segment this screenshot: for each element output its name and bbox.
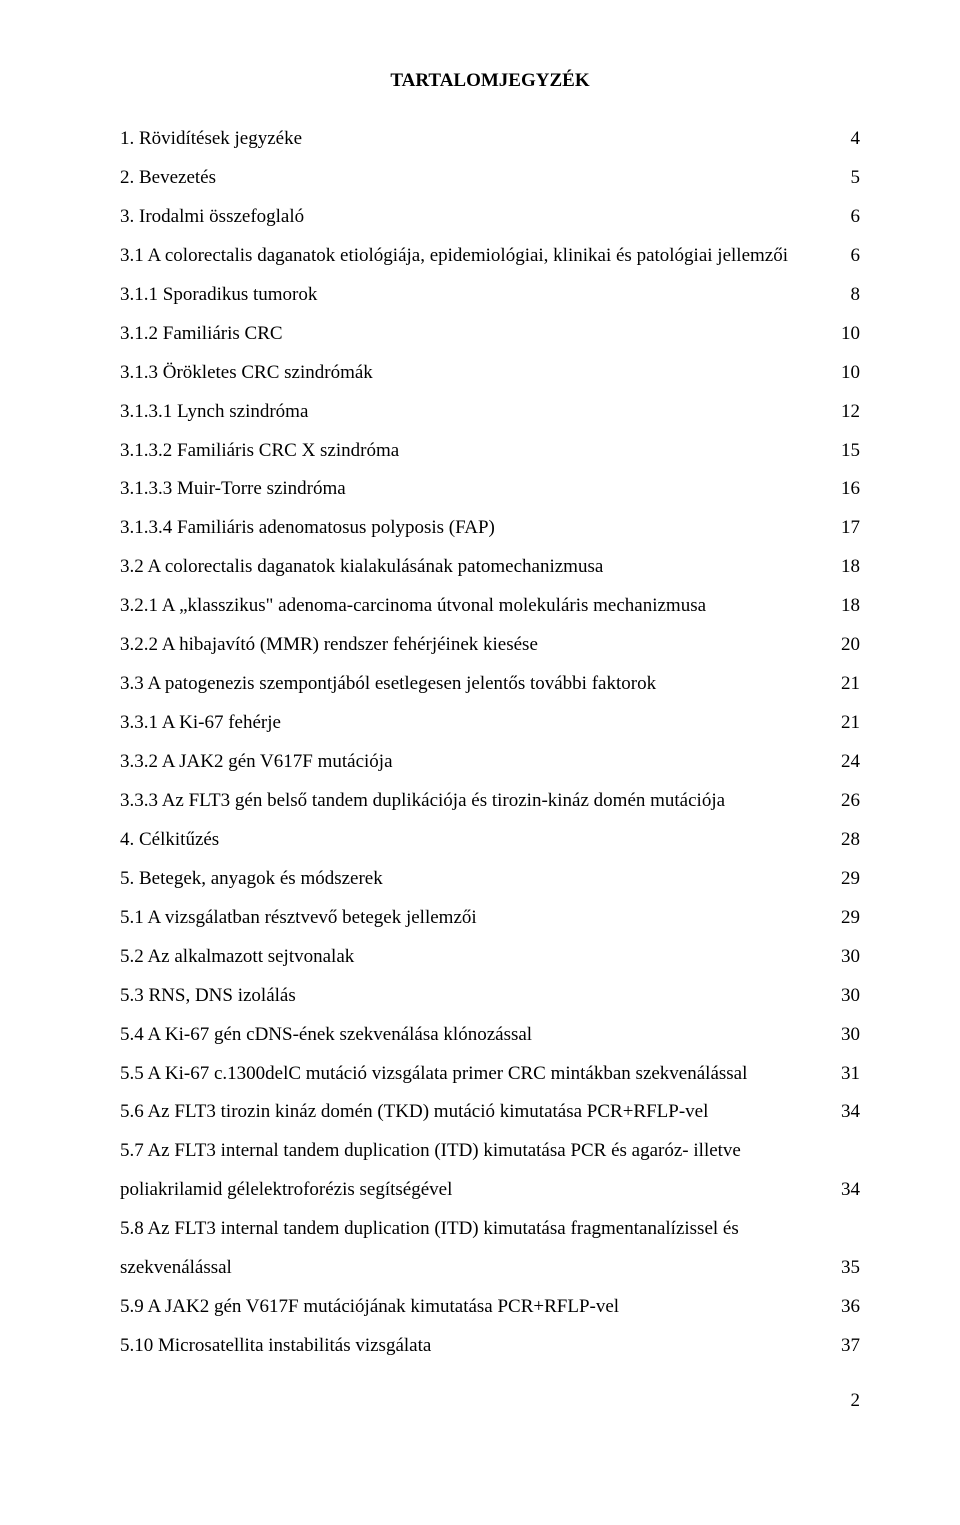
toc-entry-text: 4. Célkitűzés <box>120 821 219 860</box>
toc-entry-page: 30 <box>841 1016 860 1055</box>
toc-entry-page: 29 <box>841 860 860 899</box>
toc-entry-page: 24 <box>841 743 860 782</box>
toc-entry-text: 3.2.2 A hibajavító (MMR) rendszer fehérj… <box>120 626 538 665</box>
toc-entry-page: 6 <box>851 198 861 237</box>
toc-entry-page: 36 <box>841 1288 860 1327</box>
toc-entry-page: 37 <box>841 1327 860 1366</box>
toc-entry-page: 5 <box>851 159 861 198</box>
toc-entry-text: 5.8 Az FLT3 internal tandem duplication … <box>120 1218 739 1239</box>
toc-entry-continuation: poliakrilamid gélelektroforézis segítség… <box>120 1171 860 1210</box>
toc-entry-page: 21 <box>841 704 860 743</box>
toc-entry-text: szekvenálással <box>120 1249 232 1288</box>
toc-entry: 5. Betegek, anyagok és módszerek 29 <box>120 860 860 899</box>
toc-entry-continuation: szekvenálással 35 <box>120 1249 860 1288</box>
toc-entry-text: 3.1.3 Örökletes CRC szindrómák <box>120 354 373 393</box>
toc-entry-text: 5.6 Az FLT3 tirozin kináz domén (TKD) mu… <box>120 1093 708 1132</box>
toc-list: 1. Rövidítések jegyzéke 42. Bevezetés 53… <box>120 120 860 1366</box>
toc-entry-page: 10 <box>841 354 860 393</box>
toc-entry-page: 16 <box>841 470 860 509</box>
toc-entry: 3.1 A colorectalis daganatok etiológiája… <box>120 237 860 276</box>
toc-entry: 3.3.3 Az FLT3 gén belső tandem duplikáci… <box>120 782 860 821</box>
toc-entry-text: 3.1.3.1 Lynch szindróma <box>120 393 308 432</box>
toc-entry-text: 5.3 RNS, DNS izolálás <box>120 977 296 1016</box>
toc-entry-text: 3.2.1 A „klasszikus" adenoma-carcinoma ú… <box>120 587 706 626</box>
toc-entry: 5.9 A JAK2 gén V617F mutációjának kimuta… <box>120 1288 860 1327</box>
toc-entry: 3.3.1 A Ki-67 fehérje 21 <box>120 704 860 743</box>
toc-entry-page: 18 <box>841 548 860 587</box>
toc-entry-text: 3.1.1 Sporadikus tumorok <box>120 276 317 315</box>
toc-entry-page: 30 <box>841 938 860 977</box>
toc-entry-text: 3.1.3.2 Familiáris CRC X szindróma <box>120 432 399 471</box>
toc-entry-page: 21 <box>841 665 860 704</box>
toc-entry-text: poliakrilamid gélelektroforézis segítség… <box>120 1171 452 1210</box>
toc-entry-page: 18 <box>841 587 860 626</box>
toc-entry-text: 3.2 A colorectalis daganatok kialakulásá… <box>120 548 603 587</box>
toc-entry: 3.2.2 A hibajavító (MMR) rendszer fehérj… <box>120 626 860 665</box>
toc-entry: 5.6 Az FLT3 tirozin kináz domén (TKD) mu… <box>120 1093 860 1132</box>
toc-entry-text: 3.1 A colorectalis daganatok etiológiája… <box>120 237 788 276</box>
toc-entry: 5.8 Az FLT3 internal tandem duplication … <box>120 1210 860 1249</box>
toc-entry-page: 6 <box>851 237 861 276</box>
toc-entry-page: 12 <box>841 393 860 432</box>
toc-entry: 5.1 A vizsgálatban résztvevő betegek jel… <box>120 899 860 938</box>
toc-entry-page: 28 <box>841 821 860 860</box>
toc-entry: 3.1.2 Familiáris CRC 10 <box>120 315 860 354</box>
toc-entry: 5.7 Az FLT3 internal tandem duplication … <box>120 1132 860 1171</box>
document-page: TARTALOMJEGYZÉK 1. Rövidítések jegyzéke … <box>0 0 960 1452</box>
toc-entry: 3.1.3.2 Familiáris CRC X szindróma 15 <box>120 432 860 471</box>
toc-entry: 4. Célkitűzés 28 <box>120 821 860 860</box>
toc-entry-page: 15 <box>841 432 860 471</box>
toc-entry-text: 1. Rövidítések jegyzéke <box>120 120 302 159</box>
toc-entry: 3. Irodalmi összefoglaló 6 <box>120 198 860 237</box>
page-number: 2 <box>120 1390 860 1412</box>
toc-title: TARTALOMJEGYZÉK <box>120 70 860 92</box>
toc-entry-text: 3.1.2 Familiáris CRC <box>120 315 283 354</box>
toc-entry-text: 3.1.3.3 Muir-Torre szindróma <box>120 470 346 509</box>
toc-entry: 5.10 Microsatellita instabilitás vizsgál… <box>120 1327 860 1366</box>
toc-entry: 3.1.3 Örökletes CRC szindrómák 10 <box>120 354 860 393</box>
toc-entry-text: 5.5 A Ki-67 c.1300delC mutáció vizsgálat… <box>120 1055 747 1094</box>
toc-entry-text: 3. Irodalmi összefoglaló <box>120 198 304 237</box>
toc-entry-page: 20 <box>841 626 860 665</box>
toc-entry: 1. Rövidítések jegyzéke 4 <box>120 120 860 159</box>
toc-entry-text: 3.3.3 Az FLT3 gén belső tandem duplikáci… <box>120 782 725 821</box>
toc-entry: 5.2 Az alkalmazott sejtvonalak 30 <box>120 938 860 977</box>
toc-entry: 3.3.2 A JAK2 gén V617F mutációja 24 <box>120 743 860 782</box>
toc-entry-page: 26 <box>841 782 860 821</box>
toc-entry-text: 5.4 A Ki-67 gén cDNS-ének szekvenálása k… <box>120 1016 532 1055</box>
toc-entry-text: 3.3 A patogenezis szempontjából esetlege… <box>120 665 656 704</box>
toc-entry-text: 5.1 A vizsgálatban résztvevő betegek jel… <box>120 899 477 938</box>
toc-entry-text: 5. Betegek, anyagok és módszerek <box>120 860 383 899</box>
toc-entry: 3.1.1 Sporadikus tumorok 8 <box>120 276 860 315</box>
toc-entry-text: 2. Bevezetés <box>120 159 216 198</box>
toc-entry-page: 4 <box>851 120 861 159</box>
toc-entry-page: 30 <box>841 977 860 1016</box>
toc-entry: 5.5 A Ki-67 c.1300delC mutáció vizsgálat… <box>120 1055 860 1094</box>
toc-entry-page: 35 <box>841 1249 860 1288</box>
toc-entry-text: 5.10 Microsatellita instabilitás vizsgál… <box>120 1327 431 1366</box>
toc-entry-text: 5.9 A JAK2 gén V617F mutációjának kimuta… <box>120 1288 619 1327</box>
toc-entry: 3.1.3.4 Familiáris adenomatosus polyposi… <box>120 509 860 548</box>
toc-entry-page: 34 <box>841 1093 860 1132</box>
toc-entry-text: 3.3.2 A JAK2 gén V617F mutációja <box>120 743 393 782</box>
toc-entry-page: 8 <box>851 276 861 315</box>
toc-entry-text: 3.1.3.4 Familiáris adenomatosus polyposi… <box>120 509 495 548</box>
toc-entry: 3.3 A patogenezis szempontjából esetlege… <box>120 665 860 704</box>
toc-entry: 5.3 RNS, DNS izolálás 30 <box>120 977 860 1016</box>
toc-entry: 2. Bevezetés 5 <box>120 159 860 198</box>
toc-entry: 3.1.3.1 Lynch szindróma 12 <box>120 393 860 432</box>
toc-entry-page: 31 <box>841 1055 860 1094</box>
toc-entry-text: 5.2 Az alkalmazott sejtvonalak <box>120 938 354 977</box>
toc-entry: 5.4 A Ki-67 gén cDNS-ének szekvenálása k… <box>120 1016 860 1055</box>
toc-entry-page: 34 <box>841 1171 860 1210</box>
toc-entry: 3.2 A colorectalis daganatok kialakulásá… <box>120 548 860 587</box>
toc-entry-page: 29 <box>841 899 860 938</box>
toc-entry: 3.1.3.3 Muir-Torre szindróma 16 <box>120 470 860 509</box>
toc-entry-text: 3.3.1 A Ki-67 fehérje <box>120 704 281 743</box>
toc-entry: 3.2.1 A „klasszikus" adenoma-carcinoma ú… <box>120 587 860 626</box>
toc-entry-page: 10 <box>841 315 860 354</box>
toc-entry-text: 5.7 Az FLT3 internal tandem duplication … <box>120 1140 741 1161</box>
toc-entry-page: 17 <box>841 509 860 548</box>
